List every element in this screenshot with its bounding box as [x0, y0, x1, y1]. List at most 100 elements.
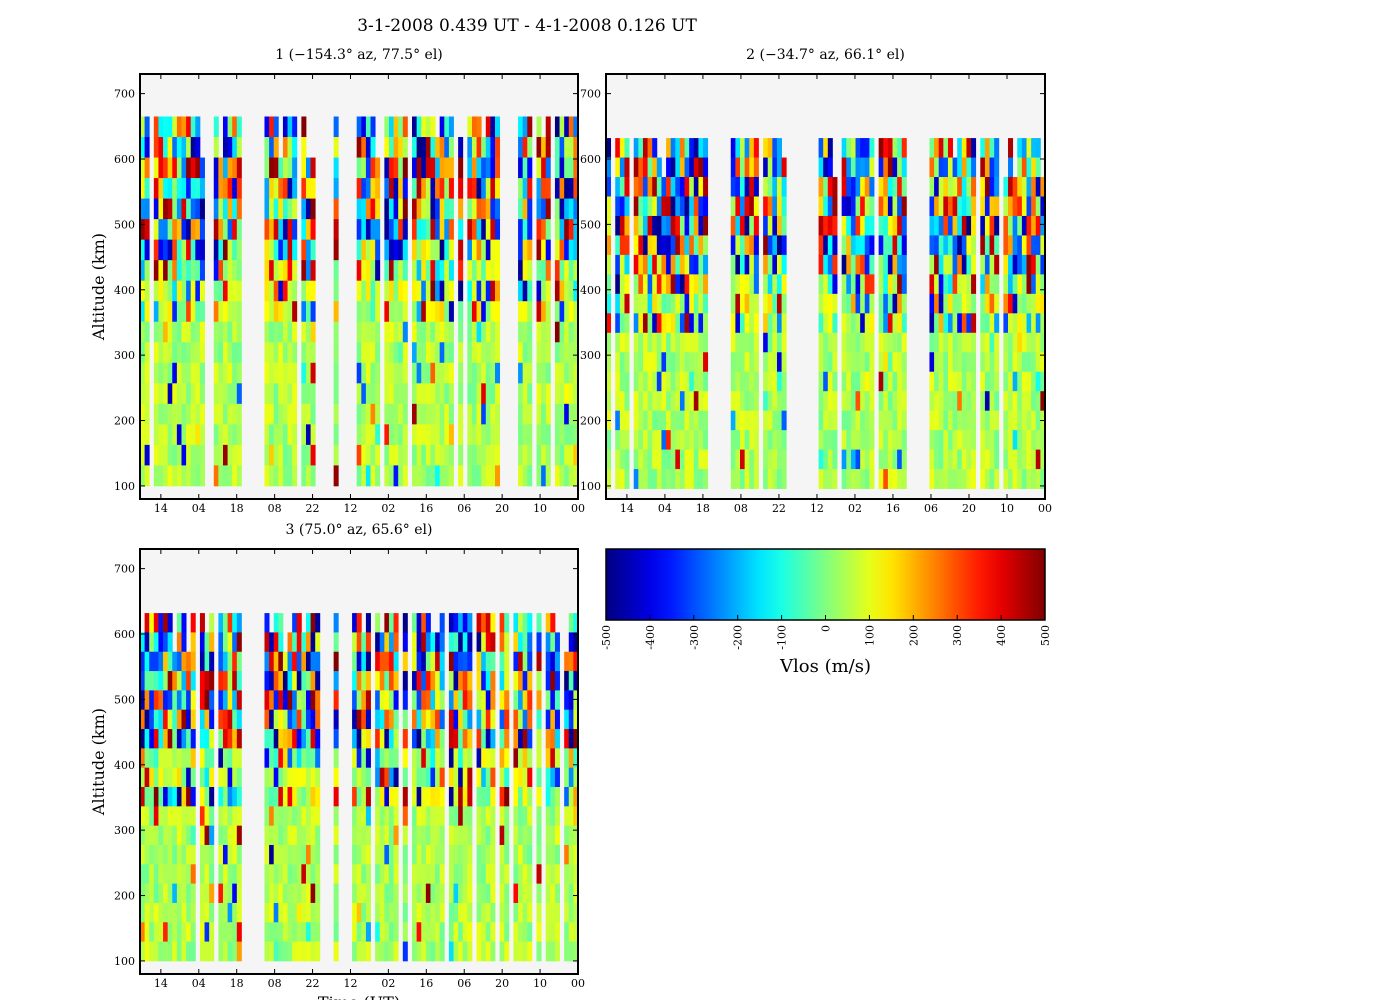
heatmap-cell — [1031, 449, 1037, 470]
heatmap-cell — [850, 293, 856, 314]
heatmap-cell — [966, 177, 972, 197]
heatmap-cell — [236, 787, 242, 807]
heatmap-cell — [1026, 449, 1032, 470]
heatmap-cell — [994, 352, 1000, 373]
heatmap-cell — [292, 301, 298, 323]
heatmap-cell — [416, 342, 422, 364]
heatmap-cell — [864, 293, 870, 314]
heatmap-cell — [703, 215, 709, 236]
heatmap-cell — [703, 371, 709, 392]
heatmap-cell — [421, 362, 427, 384]
heatmap-cell — [476, 902, 482, 923]
heatmap-cell — [1040, 177, 1045, 197]
heatmap-cell — [703, 254, 709, 275]
heatmap-cell — [204, 941, 210, 962]
heatmap-cell — [333, 806, 339, 827]
heatmap-cell — [199, 806, 205, 827]
heatmap-cell — [957, 391, 963, 412]
heatmap-cell — [439, 613, 445, 633]
heatmap-cell — [966, 313, 972, 334]
heatmap-cell — [222, 632, 228, 653]
heatmap-cell — [615, 254, 621, 275]
heatmap-cell — [292, 219, 298, 241]
heatmap-cell — [684, 196, 690, 217]
heatmap-cell — [333, 767, 339, 788]
heatmap-cell — [518, 465, 524, 487]
heatmap-cell — [190, 342, 196, 364]
heatmap-cell — [564, 767, 570, 788]
heatmap-cell — [421, 883, 427, 904]
heatmap-cell — [448, 613, 454, 633]
heatmap-cell — [860, 332, 866, 353]
heatmap-cell — [1012, 215, 1018, 236]
heatmap-cell — [901, 196, 907, 217]
heatmap-cell — [416, 321, 422, 343]
heatmap-cell — [994, 469, 1000, 489]
heatmap-cell — [218, 465, 224, 487]
heatmap-cell — [218, 178, 224, 199]
heatmap-cell — [232, 444, 238, 466]
heatmap-cell — [269, 941, 275, 962]
heatmap-cell — [513, 825, 519, 846]
heatmap-cell — [1017, 352, 1023, 373]
heatmap-cell — [448, 301, 454, 323]
heatmap-cell — [753, 196, 759, 217]
heatmap-cell — [375, 362, 381, 384]
heatmap-cell — [818, 469, 824, 489]
heatmap-cell — [310, 444, 316, 466]
heatmap-cell — [222, 864, 228, 885]
heatmap-cell — [435, 864, 441, 885]
heatmap-cell — [619, 138, 625, 158]
heatmap-cell — [934, 235, 940, 256]
heatmap-cell — [763, 196, 769, 217]
heatmap-cell — [195, 362, 201, 384]
heatmap-cell — [490, 613, 496, 633]
heatmap-cell — [375, 424, 381, 446]
heatmap-cell — [393, 767, 399, 788]
heatmap-cell — [994, 157, 1000, 178]
heatmap-cell — [781, 196, 787, 217]
heatmap-cell — [292, 444, 298, 466]
heatmap-cell — [966, 254, 972, 275]
heatmap-cell — [846, 215, 852, 236]
heatmap-cell — [513, 767, 519, 788]
heatmap-cell — [971, 177, 977, 197]
heatmap-cell — [476, 787, 482, 807]
heatmap-cell — [753, 274, 759, 295]
heatmap-cell — [485, 116, 491, 138]
x-tick-label: 14 — [154, 502, 168, 515]
heatmap-cell — [393, 260, 399, 282]
heatmap-cell — [163, 260, 169, 282]
heatmap-cell — [462, 651, 468, 672]
heatmap-cell — [305, 709, 311, 730]
heatmap-cell — [361, 844, 367, 865]
heatmap-cell — [301, 844, 307, 865]
heatmap-cell — [384, 651, 390, 672]
heatmap-cell — [379, 864, 385, 885]
heatmap-cell — [467, 301, 473, 323]
heatmap-cell — [167, 178, 173, 199]
heatmap-cell — [1031, 235, 1037, 256]
heatmap-cell — [573, 825, 578, 846]
heatmap-cell — [199, 651, 205, 672]
heatmap-cell — [957, 352, 963, 373]
heatmap-cell — [984, 430, 990, 450]
heatmap-cell — [301, 748, 307, 769]
heatmap-cell — [388, 767, 394, 788]
heatmap-cell — [199, 690, 205, 711]
heatmap-cell — [823, 274, 829, 295]
heatmap-cell — [236, 613, 242, 633]
heatmap-cell — [675, 293, 681, 314]
heatmap-cell — [365, 729, 371, 749]
heatmap-cell — [698, 215, 704, 236]
heatmap-cell — [698, 469, 704, 489]
heatmap-cell — [222, 825, 228, 846]
heatmap-cell — [554, 362, 560, 384]
heatmap-cell — [296, 748, 302, 769]
heatmap-cell — [481, 825, 487, 846]
heatmap-cell — [656, 293, 662, 314]
heatmap-cell — [564, 178, 570, 199]
heatmap-cell — [527, 362, 533, 384]
heatmap-cell — [158, 362, 164, 384]
heatmap-cell — [1026, 215, 1032, 236]
